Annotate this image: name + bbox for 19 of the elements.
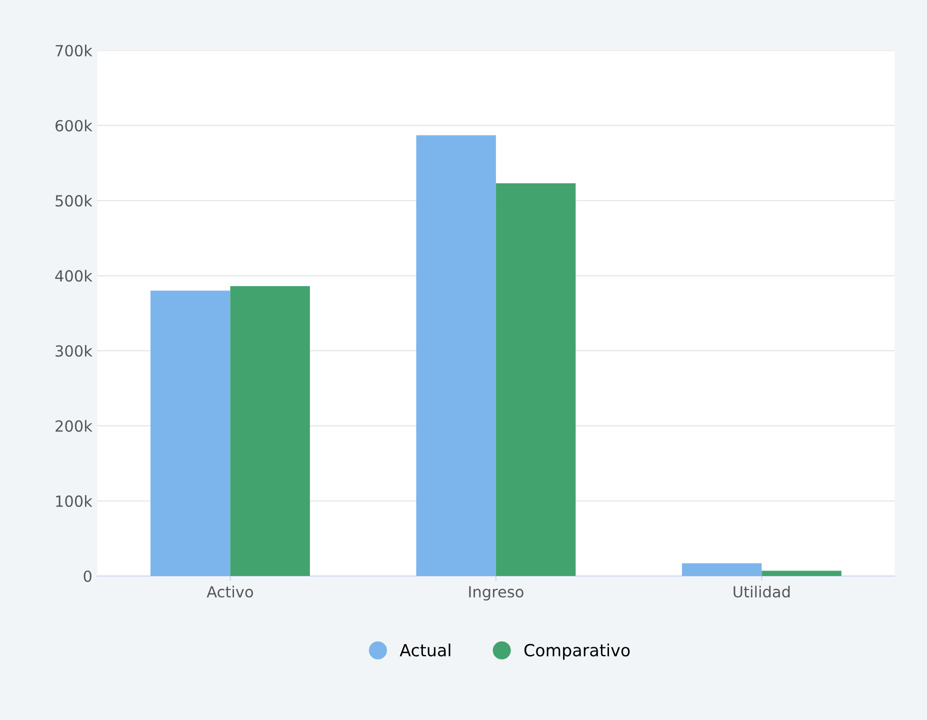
y-tick-label: 200k (56, 420, 92, 432)
y-tick-label: 100k (56, 495, 92, 507)
x-tick-label: Utilidad (734, 586, 790, 598)
x-tick-label: Ingreso (469, 586, 524, 601)
x-tick-label: Activo (206, 586, 253, 598)
y-tick-label: 300k (56, 344, 92, 357)
legend-label: Comparativo (524, 644, 630, 660)
bar (496, 183, 576, 576)
y-tick-label: 400k (55, 270, 92, 282)
bar (230, 286, 310, 576)
bar (416, 135, 496, 576)
bar (150, 290, 230, 576)
bar (682, 563, 762, 576)
legend-label: Actual (400, 644, 450, 656)
y-tick-label: 700k (56, 44, 92, 56)
bar (762, 570, 842, 576)
y-tick-label: 0 (84, 570, 92, 582)
y-tick-label: 600k (56, 120, 92, 132)
y-tick-label: 500k (56, 194, 92, 207)
